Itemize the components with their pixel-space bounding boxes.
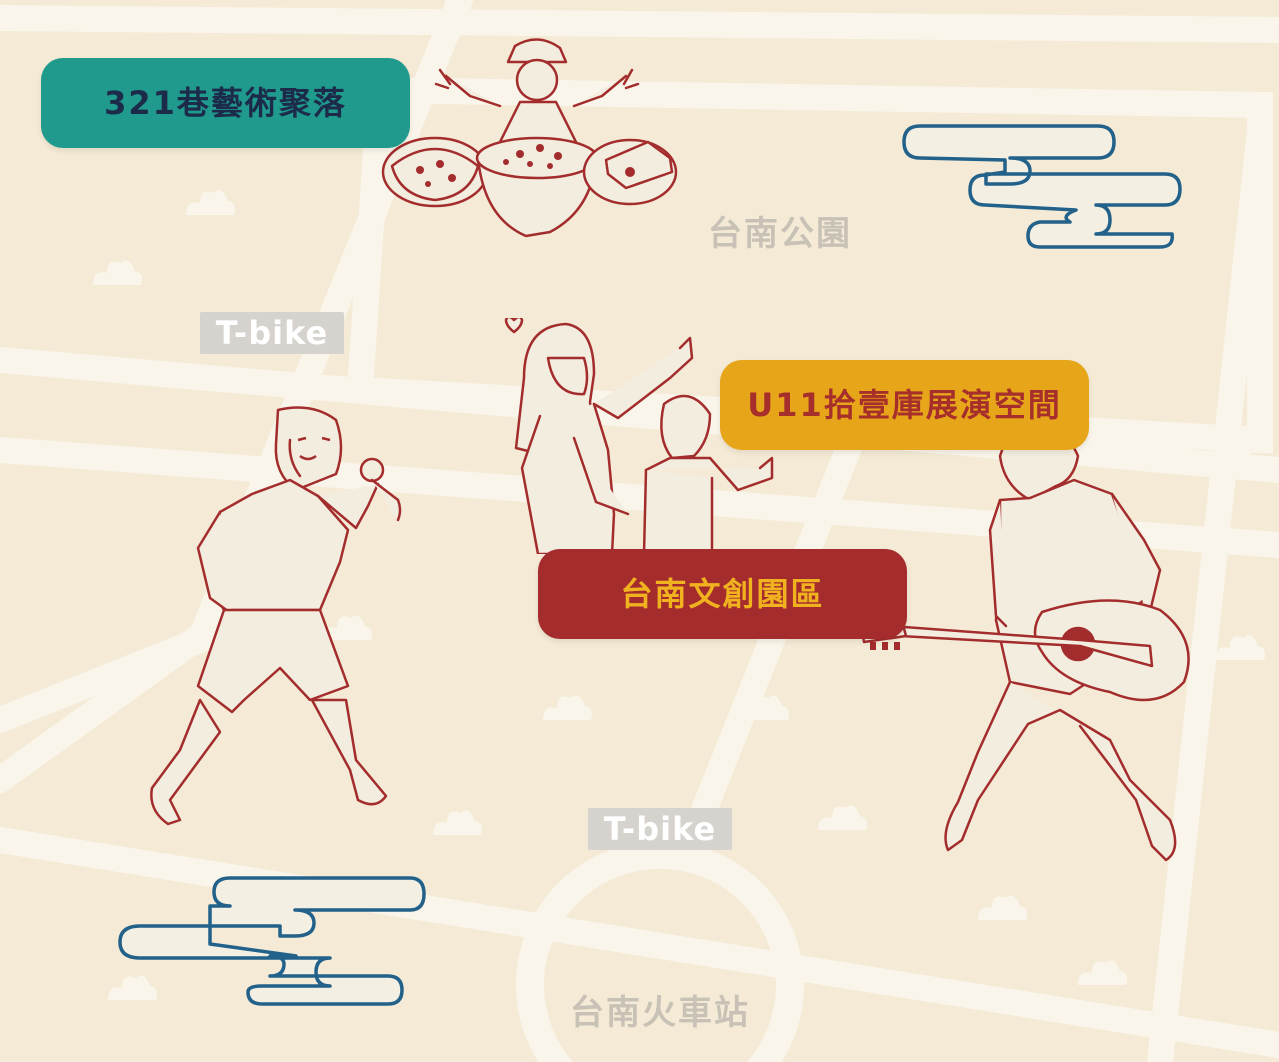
tbike-station-marker[interactable]: T-bike [200, 312, 344, 354]
destination-u11-performance-space[interactable]: U11拾壹庫展演空間 [720, 360, 1089, 450]
tbike-station-marker[interactable]: T-bike [588, 808, 732, 850]
flower-sprig-icon [186, 190, 236, 215]
destination-321-alley-art-village[interactable]: 321巷藝術聚落 [41, 58, 410, 148]
destination-label: U11拾壹庫展演空間 [747, 386, 1062, 424]
destination-tainan-creative-park[interactable]: 台南文創園區 [538, 549, 907, 639]
destination-label: 321巷藝術聚落 [104, 84, 347, 122]
singer-with-microphone-illustration [150, 406, 402, 826]
station-label: 台南火車站 [570, 993, 750, 1033]
food-vendor-with-dishes-illustration [381, 38, 678, 238]
guitarist-illustration [860, 423, 1190, 862]
park-label: 台南公園 [708, 214, 852, 254]
mother-and-child-thumbs-up-illustration [504, 318, 774, 554]
destination-label: 台南文創園區 [620, 575, 825, 613]
